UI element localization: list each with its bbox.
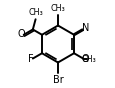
Text: CH₃: CH₃: [28, 8, 43, 17]
Text: CH₃: CH₃: [81, 55, 96, 64]
Text: O: O: [18, 29, 25, 39]
Text: O: O: [80, 54, 88, 64]
Text: N: N: [82, 23, 89, 33]
Text: CH₃: CH₃: [50, 4, 65, 13]
Text: F: F: [28, 54, 33, 64]
Text: Br: Br: [52, 75, 63, 85]
